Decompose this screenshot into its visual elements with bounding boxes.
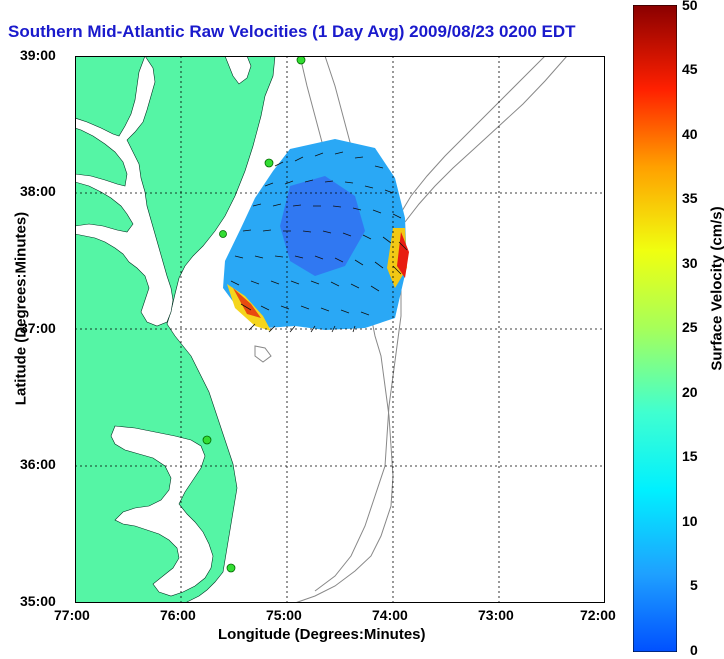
colorbar-gradient xyxy=(632,4,678,653)
station-marker xyxy=(226,563,236,573)
colorbar-tick: 10 xyxy=(682,513,698,529)
y-axis-title: Latitude (Degrees:Minutes) xyxy=(12,211,30,406)
station-marker xyxy=(219,230,227,238)
y-tick-label: 39:00 xyxy=(20,47,56,63)
x-tick-label: 72:00 xyxy=(580,607,616,623)
colorbar-tick: 35 xyxy=(682,190,698,206)
plot-frame xyxy=(75,56,605,603)
delaware-bay xyxy=(224,56,252,85)
y-tick-label: 37:00 xyxy=(20,320,56,336)
y-tick-label: 38:00 xyxy=(20,183,56,199)
velocity-field xyxy=(223,139,409,333)
x-tick-label: 75:00 xyxy=(266,607,302,623)
albemarle-sound xyxy=(110,425,214,597)
velocity-vectors xyxy=(230,151,408,333)
colorbar-tick: 50 xyxy=(682,0,698,13)
station-marker xyxy=(202,435,212,445)
colorbar-tick: 5 xyxy=(690,577,698,593)
x-tick-label: 73:00 xyxy=(478,607,514,623)
colorbar-tick: 15 xyxy=(682,448,698,464)
colorbar-tick: 40 xyxy=(682,126,698,142)
colorbar-label: Surface Velocity (cm/s) xyxy=(708,206,724,371)
colorbar-tick: 20 xyxy=(682,384,698,400)
y-tick-label: 35:00 xyxy=(20,593,56,609)
colorbar-tick: 0 xyxy=(690,642,698,658)
velocity-max-south xyxy=(233,288,261,318)
colorbar-tick: 30 xyxy=(682,255,698,271)
map-plot[interactable] xyxy=(75,56,605,603)
velocity-calm-patch xyxy=(280,176,365,276)
station-marker xyxy=(264,158,274,168)
x-tick-label: 77:00 xyxy=(54,607,90,623)
chesapeake-bay xyxy=(75,56,174,327)
radar-stations xyxy=(202,56,306,573)
x-tick-label: 76:00 xyxy=(160,607,196,623)
x-tick-label: 74:00 xyxy=(372,607,408,623)
station-marker xyxy=(296,56,306,65)
map-title: Southern Mid-Atlantic Raw Velocities (1 … xyxy=(8,22,576,41)
colorbar-tick: 45 xyxy=(682,61,698,77)
x-axis-title: Longitude (Degrees:Minutes) xyxy=(218,626,426,643)
colorbar xyxy=(632,4,678,653)
grid xyxy=(75,56,605,603)
y-tick-label: 36:00 xyxy=(20,456,56,472)
colorbar-tick: 25 xyxy=(682,319,698,335)
